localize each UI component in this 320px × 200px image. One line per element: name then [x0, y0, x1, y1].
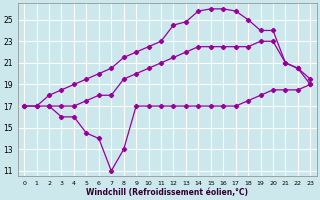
X-axis label: Windchill (Refroidissement éolien,°C): Windchill (Refroidissement éolien,°C) [86, 188, 248, 197]
